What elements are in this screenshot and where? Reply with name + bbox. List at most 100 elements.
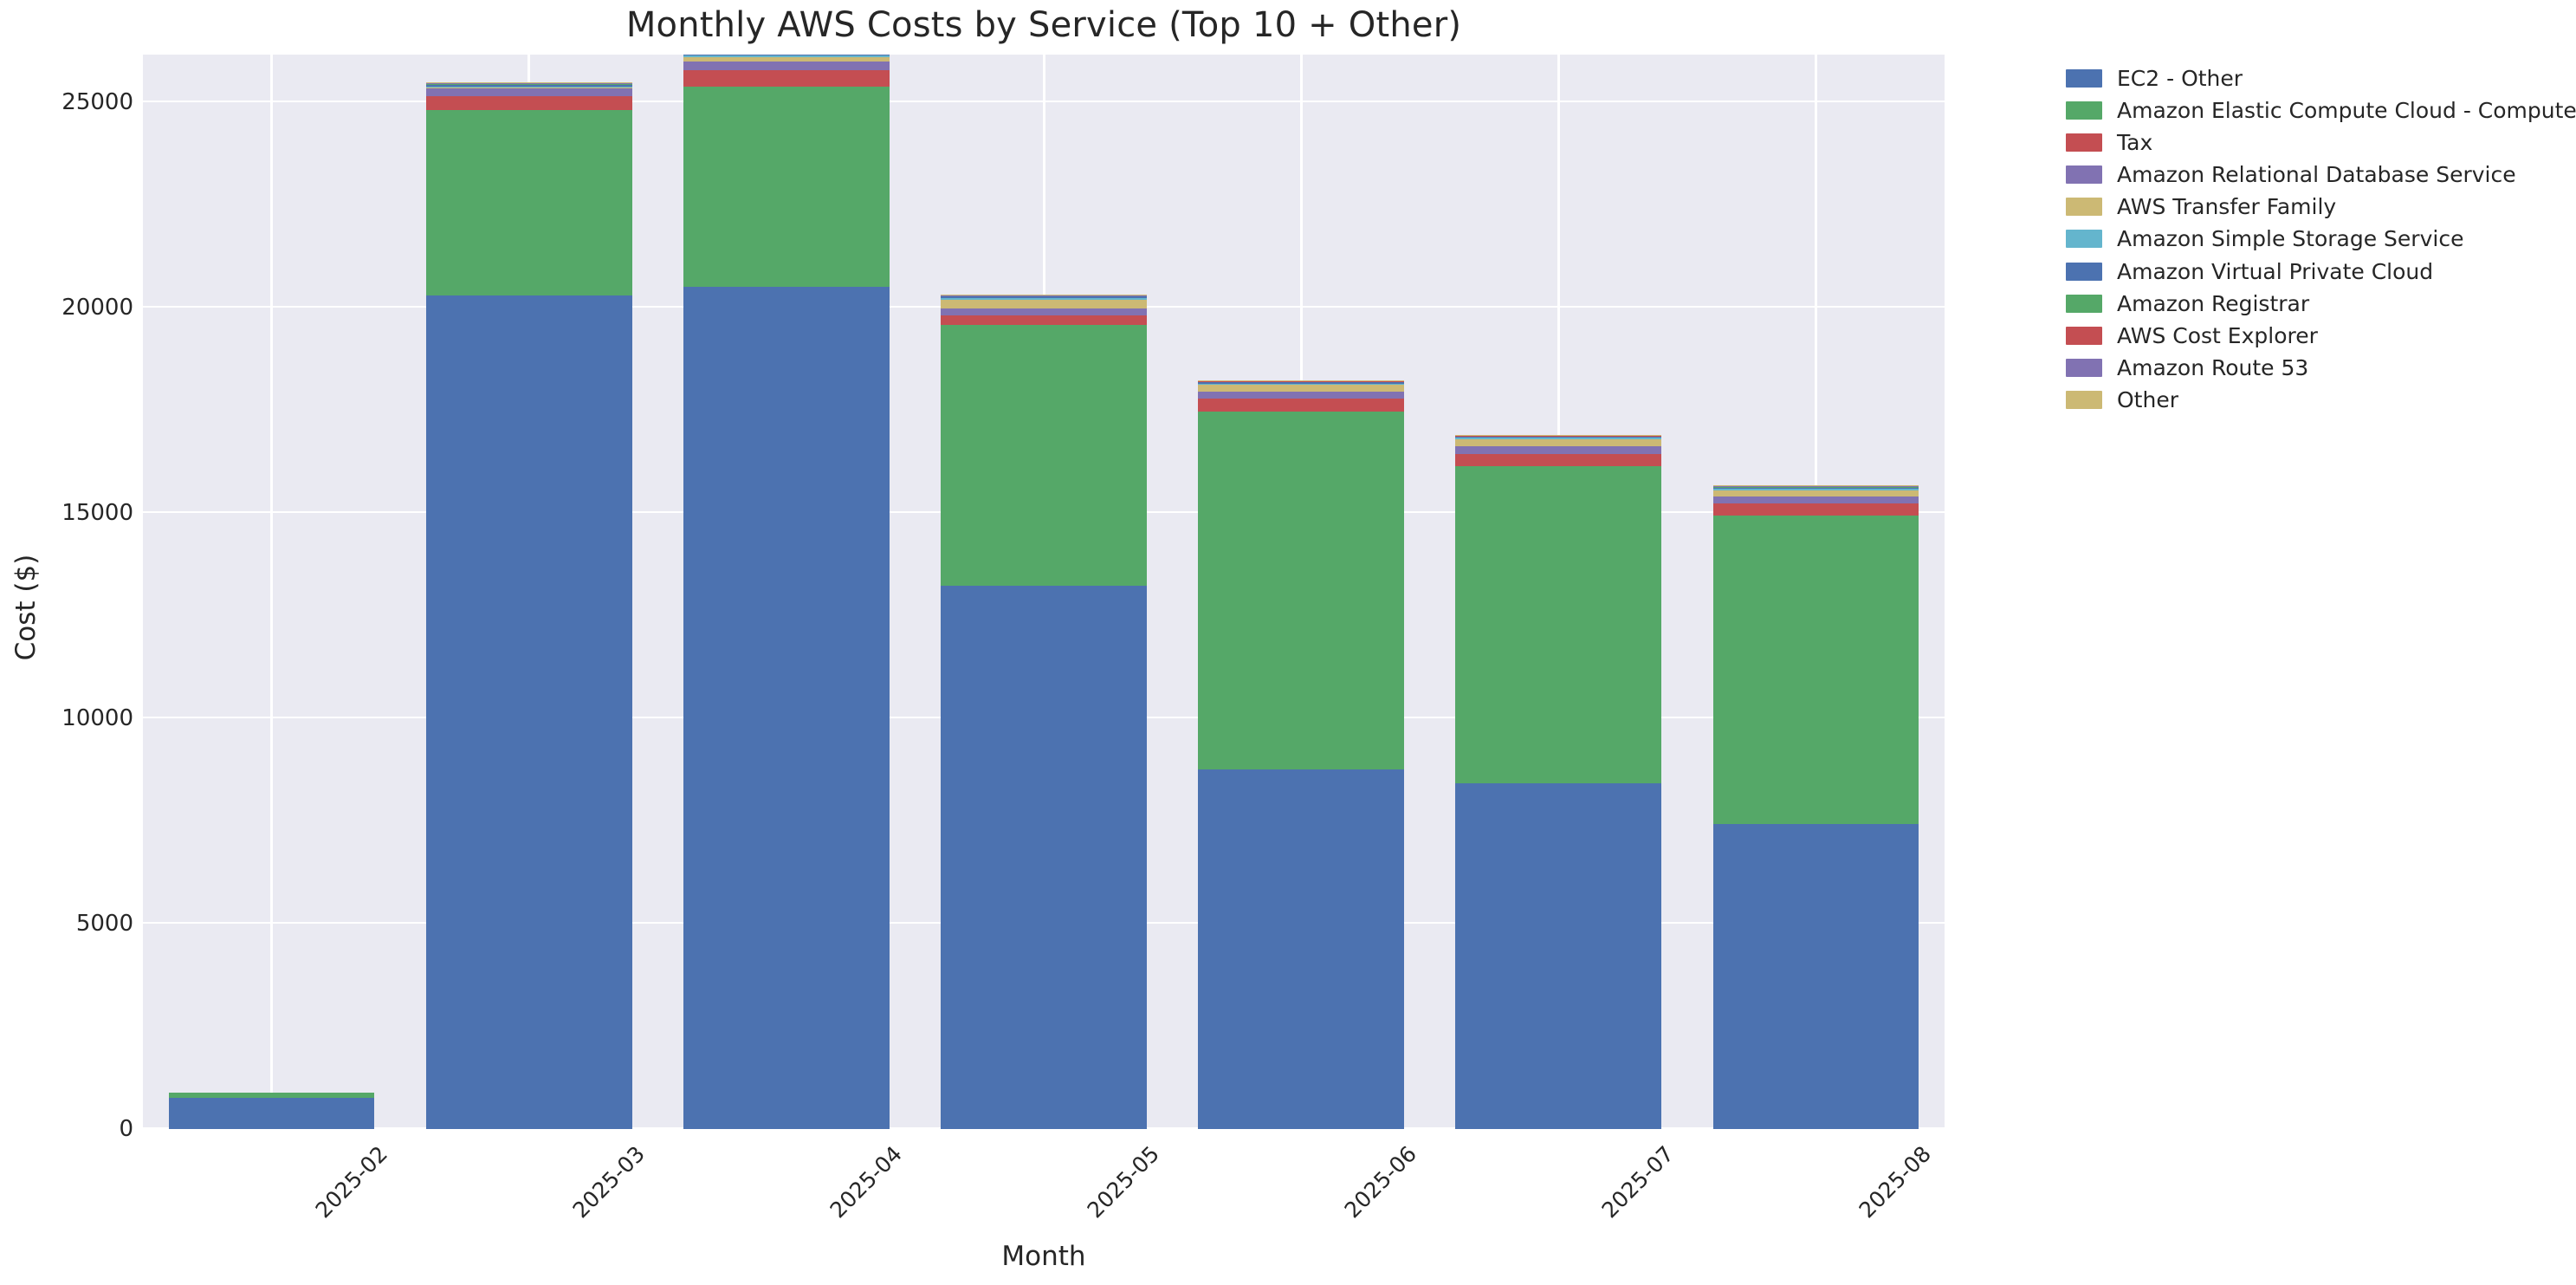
legend-label: EC2 - Other <box>2117 65 2243 91</box>
x-tick-2025-07: 2025-07 <box>1596 1141 1680 1223</box>
bar-segment[interactable] <box>168 1093 375 1098</box>
bar-segment[interactable] <box>1712 490 1919 496</box>
bar-segment[interactable] <box>425 84 632 87</box>
bar-segment[interactable] <box>1455 446 1662 454</box>
bar-segment[interactable] <box>1712 496 1919 504</box>
legend-item[interactable]: Tax <box>2066 132 2560 153</box>
bar-segment[interactable] <box>683 61 890 70</box>
bar-segment[interactable] <box>1455 465 1662 784</box>
legend-item[interactable]: Amazon Route 53 <box>2066 355 2560 381</box>
bar-segment[interactable] <box>941 585 1147 1129</box>
bar-group-2025-06[interactable] <box>1198 380 1404 1129</box>
bar-segment[interactable] <box>941 298 1147 300</box>
legend-item[interactable]: Amazon Relational Database Service <box>2066 162 2560 188</box>
bar-segment[interactable] <box>1198 383 1404 386</box>
legend-swatch-icon <box>2066 133 2102 152</box>
bar-segment[interactable] <box>683 56 890 62</box>
bar-segment[interactable] <box>1455 783 1662 1129</box>
legend-item[interactable]: Other <box>2066 389 2560 411</box>
legend-swatch-icon <box>2066 101 2102 120</box>
legend-swatch-icon <box>2066 262 2102 281</box>
legend-swatch-icon <box>2066 68 2102 88</box>
legend-item[interactable]: Amazon Elastic Compute Cloud - Compute <box>2066 100 2576 121</box>
bar-segment[interactable] <box>1455 453 1662 466</box>
legend-swatch-icon <box>2066 165 2102 185</box>
legend-label: Amazon Relational Database Service <box>2117 162 2516 188</box>
bar-segment[interactable] <box>941 315 1147 326</box>
chart-title: Monthly AWS Costs by Service (Top 10 + O… <box>625 5 1462 45</box>
bar-group-2025-05[interactable] <box>941 294 1147 1129</box>
x-tick-2025-03: 2025-03 <box>567 1141 650 1223</box>
bar-group-2025-03[interactable] <box>425 82 632 1129</box>
bar-segment[interactable] <box>1712 489 1919 490</box>
bar-segment[interactable] <box>425 87 632 89</box>
bar-segment[interactable] <box>1198 380 1404 381</box>
y-tick-15000: 15000 <box>61 499 133 526</box>
y-tick-5000: 5000 <box>75 910 133 937</box>
bar-group-2025-07[interactable] <box>1455 434 1662 1129</box>
bar-segment[interactable] <box>425 109 632 296</box>
bar-segment[interactable] <box>683 55 890 57</box>
plot-area <box>143 55 1945 1129</box>
legend-label: Amazon Elastic Compute Cloud - Compute <box>2117 97 2576 123</box>
x-tick-2025-08: 2025-08 <box>1854 1141 1937 1223</box>
legend-item[interactable]: Amazon Simple Storage Service <box>2066 226 2560 252</box>
legend-label: Tax <box>2117 129 2153 155</box>
bar-segment[interactable] <box>1455 434 1662 436</box>
bar-segment[interactable] <box>1455 436 1662 438</box>
bar-segment[interactable] <box>168 1097 375 1129</box>
legend-label: Amazon Simple Storage Service <box>2117 226 2464 252</box>
x-tick-2025-02: 2025-02 <box>310 1141 392 1223</box>
legend-swatch-icon <box>2066 294 2102 313</box>
bar-segment[interactable] <box>683 69 890 87</box>
legend-swatch-icon <box>2066 327 2102 345</box>
bar-segment[interactable] <box>683 286 890 1129</box>
chart-legend: EC2 - Other Amazon Elastic Compute Cloud … <box>2066 65 2576 422</box>
gridline-x-2025-02 <box>270 55 274 1129</box>
legend-item[interactable]: Amazon Virtual Private Cloud <box>2066 261 2560 282</box>
legend-item[interactable]: Amazon Registrar <box>2066 290 2560 316</box>
bar-segment[interactable] <box>1198 399 1404 412</box>
bar-segment[interactable] <box>941 299 1147 308</box>
bar-segment[interactable] <box>941 325 1147 586</box>
legend-swatch-icon <box>2066 391 2102 410</box>
legend-item[interactable]: EC2 - Other <box>2066 65 2560 91</box>
y-tick-10000: 10000 <box>61 704 133 731</box>
legend-item[interactable]: AWS Transfer Family <box>2066 194 2560 220</box>
bar-segment[interactable] <box>1198 391 1404 399</box>
bar-segment[interactable] <box>683 87 890 287</box>
bar-segment[interactable] <box>1455 438 1662 447</box>
bar-segment[interactable] <box>1712 503 1919 516</box>
bar-segment[interactable] <box>425 86 632 88</box>
bar-segment[interactable] <box>1712 515 1919 824</box>
legend-label: AWS Cost Explorer <box>2117 323 2318 348</box>
x-tick-2025-05: 2025-05 <box>1082 1141 1164 1223</box>
bar-segment[interactable] <box>1198 412 1404 769</box>
legend-label: AWS Transfer Family <box>2117 194 2337 220</box>
legend-label: Amazon Route 53 <box>2117 355 2309 381</box>
legend-label: Amazon Registrar <box>2117 290 2310 316</box>
legend-label: Amazon Virtual Private Cloud <box>2117 258 2434 284</box>
y-tick-20000: 20000 <box>61 294 133 321</box>
bar-segment[interactable] <box>425 88 632 96</box>
x-tick-2025-04: 2025-04 <box>825 1141 907 1223</box>
bar-segment[interactable] <box>941 295 1147 299</box>
bar-segment[interactable] <box>425 295 632 1129</box>
bar-group-2025-04[interactable] <box>683 55 890 1129</box>
legend-item[interactable]: AWS Cost Explorer <box>2066 323 2560 348</box>
x-tick-2025-06: 2025-06 <box>1339 1141 1422 1223</box>
bar-segment[interactable] <box>1198 769 1404 1129</box>
bar-segment[interactable] <box>941 308 1147 316</box>
bar-segment[interactable] <box>1712 485 1919 487</box>
legend-swatch-icon <box>2066 359 2102 378</box>
bar-segment[interactable] <box>425 95 632 110</box>
x-axis-label: Month <box>1001 1241 1086 1272</box>
bar-group-2025-08[interactable] <box>1712 485 1919 1129</box>
bar-segment[interactable] <box>1712 823 1919 1129</box>
bar-group-2025-02[interactable] <box>168 1093 375 1129</box>
bar-segment[interactable] <box>1198 385 1404 392</box>
bar-segment[interactable] <box>1198 381 1404 384</box>
bar-segment[interactable] <box>1712 487 1919 490</box>
bar-segment[interactable] <box>425 82 632 83</box>
